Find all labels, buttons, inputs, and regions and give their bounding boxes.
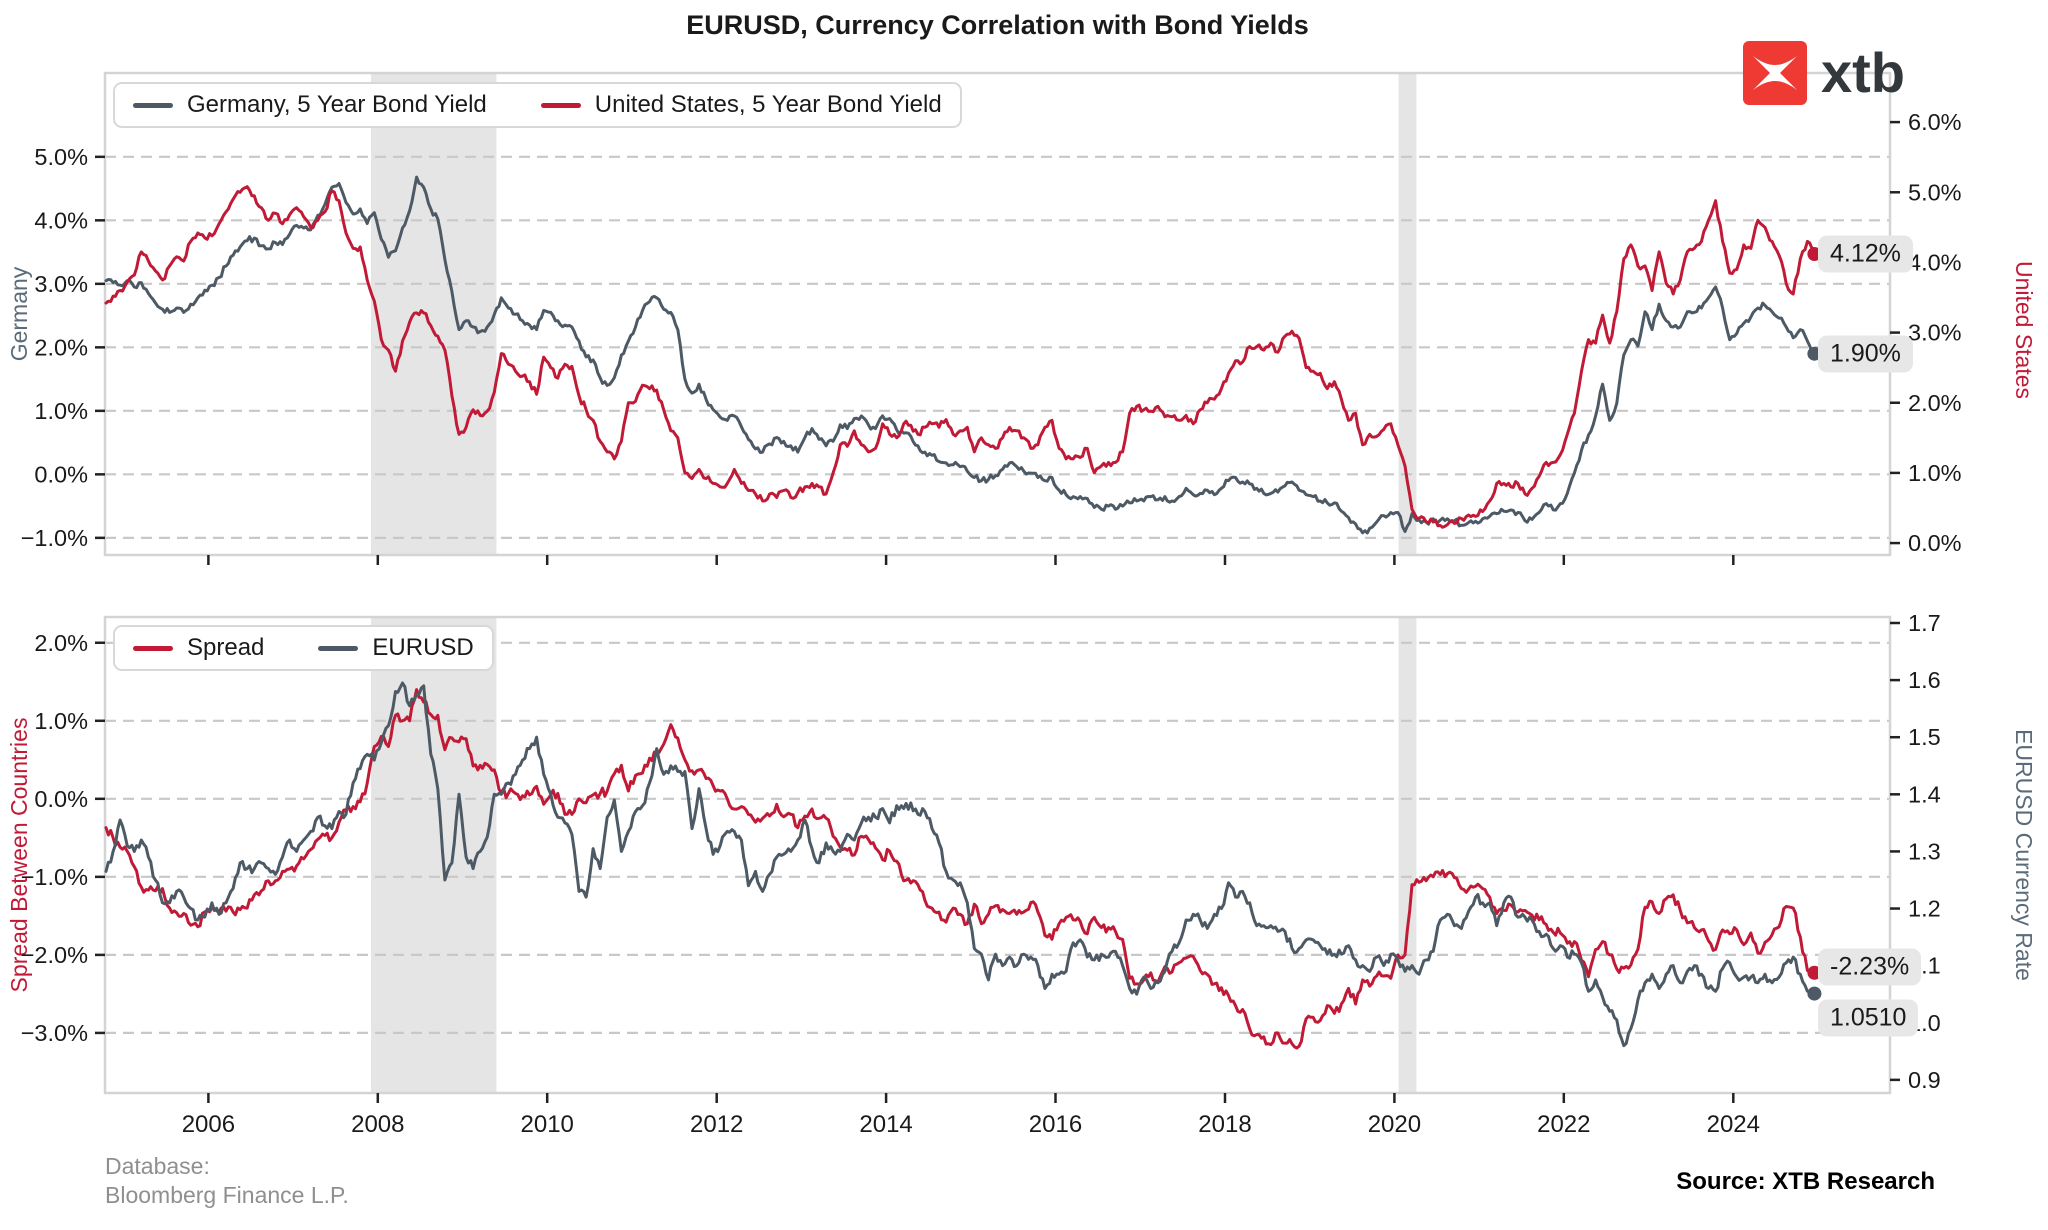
source-note: Source: XTB Research <box>1676 1168 1935 1195</box>
xtb-logo: xtb <box>1743 40 1905 105</box>
legend-spread-eurusd: Spread EURUSD <box>113 625 494 671</box>
y-tick-label: −2.0% <box>21 942 88 968</box>
x-tick-label: 2010 <box>521 1111 574 1138</box>
y-tick-label: 2.0% <box>34 630 88 656</box>
xtb-logo-text: xtb <box>1821 41 1905 104</box>
y-tick-label: 1.0% <box>34 398 88 424</box>
x-tick-label: 2014 <box>859 1111 912 1138</box>
x-tick-label: 2016 <box>1029 1111 1082 1138</box>
series-line-germany_5y <box>104 175 1816 535</box>
spread-line-swatch-icon <box>133 645 173 651</box>
y-tick-label: 2.0% <box>1908 390 1962 416</box>
y-tick-label: 1.5 <box>1908 724 1941 750</box>
y-tick-label: 1.3 <box>1908 838 1941 864</box>
database-note: Database: Bloomberg Finance L.P. <box>105 1152 349 1210</box>
x-tick-label: 2020 <box>1368 1111 1421 1138</box>
y-tick-label: 2.0% <box>34 334 88 360</box>
y-tick-label: 4.0% <box>1908 249 1962 275</box>
germany-line-swatch-icon <box>133 102 173 108</box>
series-line-eurusd <box>104 681 1816 1048</box>
annotation-spread-last: -2.23% <box>1818 948 1922 986</box>
y-tick-label: −1.0% <box>21 864 88 890</box>
y-tick-label: 0.0% <box>34 461 88 487</box>
legend-label-spread: Spread <box>187 634 265 661</box>
y-tick-label: 0.0% <box>1908 530 1962 556</box>
legend-item-germany: Germany, 5 Year Bond Yield <box>133 91 487 119</box>
panel-bond-yields: 5.0% 4.0% 3.0% 2.0% 1.0% 0.0% −1.0% 6.0% 5.0% 4.0… <box>21 71 1962 565</box>
y-tick-label: −3.0% <box>21 1020 88 1046</box>
y-tick-label: 5.0% <box>34 144 88 170</box>
legend-label-eurusd: EURUSD <box>372 634 474 661</box>
legend-bond-yields: Germany, 5 Year Bond Yield United States… <box>113 82 962 128</box>
y-tick-label: 1.6 <box>1908 667 1941 693</box>
x-tick-label: 2008 <box>351 1111 404 1138</box>
panel-frame <box>103 71 1892 557</box>
recession-2008 <box>371 73 497 555</box>
eurusd-line-swatch-icon <box>318 645 359 651</box>
legend-label-united-states: United States, 5 Year Bond Yield <box>594 91 942 118</box>
page-title: EURUSD, Currency Correlation with Bond Y… <box>686 10 1309 40</box>
axis-title-united-states: United States <box>2011 261 2037 399</box>
series-end-dot-spread <box>1807 965 1822 980</box>
panel-spread-eurusd: 2.0% 1.0% 0.0% −1.0% −2.0% −3.0% 1.7 1.6 1.5 1.4 1… <box>21 610 1941 1138</box>
x-tick-label: 2006 <box>182 1111 235 1138</box>
x-tick-label: 2022 <box>1537 1111 1590 1138</box>
database-note-line1: Database: <box>105 1153 210 1179</box>
legend-item-eurusd: EURUSD <box>318 634 474 662</box>
axis-title-spread: Spread Between Countries <box>6 718 32 993</box>
series-end-dot-germany_5y <box>1807 346 1822 361</box>
x-tick-label: 2024 <box>1707 1111 1760 1138</box>
recession-2020 <box>1398 617 1417 1093</box>
panel-frame <box>103 615 1892 1095</box>
y-tick-label: 3.0% <box>1908 320 1962 346</box>
legend-label-germany: Germany, 5 Year Bond Yield <box>187 91 487 118</box>
axis-title-eurusd-rate: EURUSD Currency Rate <box>2011 729 2037 981</box>
y-tick-label: 1.2 <box>1908 896 1941 922</box>
series-line-us_5y <box>104 185 1816 529</box>
y-tick-label: 5.0% <box>1908 179 1962 205</box>
y-tick-label: 4.0% <box>34 207 88 233</box>
xtb-logo-icon <box>1743 40 1807 105</box>
x-tick-label: 2018 <box>1198 1111 1251 1138</box>
annotation-us-yield-last: 4.12% <box>1818 235 1913 273</box>
y-tick-label: 0.9 <box>1908 1067 1941 1093</box>
series-line-spread <box>104 688 1816 1050</box>
annotation-eurusd-last: 1.0510 <box>1818 999 1919 1037</box>
annotation-germany-yield-last: 1.90% <box>1818 335 1913 373</box>
y-tick-label: 1.4 <box>1908 781 1941 807</box>
y-tick-label: 1.0% <box>34 708 88 734</box>
series-end-dot-eurusd <box>1807 986 1822 1001</box>
legend-item-united-states: United States, 5 Year Bond Yield <box>540 91 942 119</box>
y-tick-label: 6.0% <box>1908 109 1962 135</box>
x-tick-label: 2012 <box>690 1111 743 1138</box>
series-end-dot-us_5y <box>1807 247 1822 261</box>
database-note-line2: Bloomberg Finance L.P. <box>105 1181 349 1208</box>
y-tick-label: 0.0% <box>34 786 88 812</box>
us-line-swatch-icon <box>540 102 581 108</box>
y-tick-label: −1.0% <box>21 525 88 551</box>
axis-title-germany: Germany <box>6 266 32 361</box>
y-tick-label: 3.0% <box>34 271 88 297</box>
recession-2020 <box>1398 73 1417 555</box>
y-tick-label: 1.7 <box>1908 610 1941 636</box>
y-tick-label: 1.0% <box>1908 460 1962 486</box>
legend-item-spread: Spread <box>133 634 264 662</box>
